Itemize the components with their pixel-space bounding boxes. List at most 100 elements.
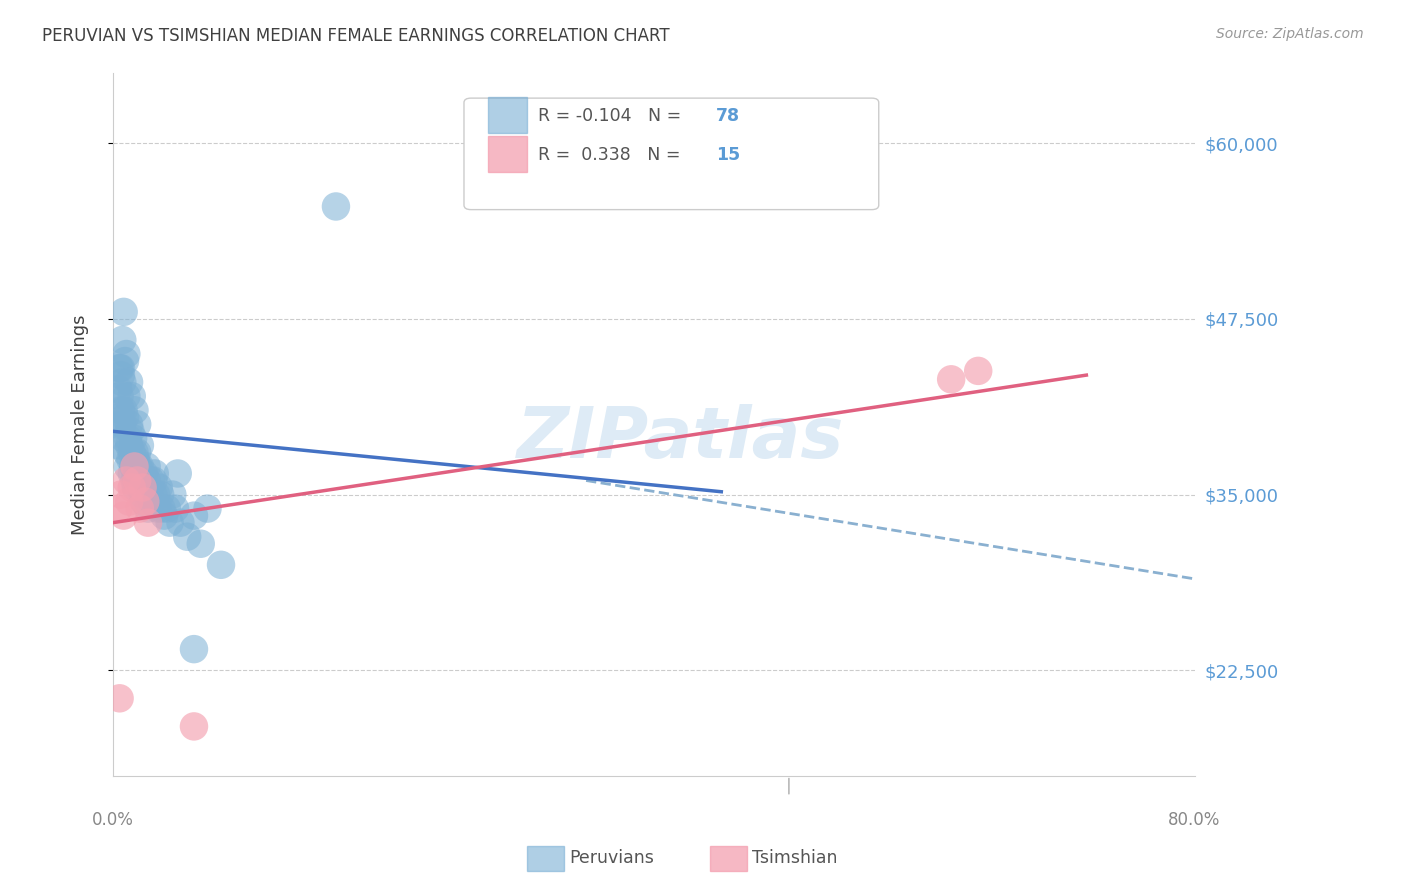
Point [129,474,152,488]
Point [150,501,173,516]
Point [134,481,156,495]
Point [112,403,135,417]
Point [159,516,181,530]
Point [138,487,160,501]
Point [149,487,172,501]
Point [121,389,143,403]
Point [127,445,149,459]
Point [139,474,162,488]
Text: Source: ZipAtlas.com: Source: ZipAtlas.com [1216,27,1364,41]
Text: 0.0%: 0.0% [91,811,134,829]
Point [135,474,157,488]
Point [136,516,159,530]
Text: Tsimshian: Tsimshian [752,849,838,867]
Point [967,364,990,378]
Point [132,494,155,508]
Point [131,487,153,501]
Point [209,558,232,572]
Y-axis label: Median Female Earnings: Median Female Earnings [72,314,89,534]
Point [124,403,146,417]
Point [107,438,129,452]
Point [110,361,132,376]
Point [108,410,131,425]
Point [141,494,163,508]
Point [146,501,169,516]
Point [112,305,135,319]
Point [128,474,150,488]
Point [153,508,176,523]
Point [127,467,149,481]
Point [115,474,138,488]
Point [105,417,128,432]
Point [121,481,143,495]
Point [115,347,138,361]
Point [128,459,150,474]
Point [134,494,156,508]
Point [183,508,205,523]
Point [118,375,141,389]
Point [117,431,139,445]
Point [120,452,142,467]
Text: PERUVIAN VS TSIMSHIAN MEDIAN FEMALE EARNINGS CORRELATION CHART: PERUVIAN VS TSIMSHIAN MEDIAN FEMALE EARN… [42,27,669,45]
Point [124,459,146,474]
Point [128,459,150,474]
Point [111,417,134,432]
Point [125,452,148,467]
Text: 15: 15 [716,146,740,164]
Point [121,467,143,481]
Point [127,417,149,432]
Point [131,481,153,495]
Point [135,459,157,474]
Point [162,487,184,501]
Point [122,459,145,474]
Point [120,425,142,439]
Point [108,389,131,403]
Point [118,494,141,508]
Point [110,368,132,383]
Point [148,481,170,495]
Point [118,417,141,432]
Point [190,537,212,551]
Point [128,481,150,495]
Point [183,719,205,733]
Point [112,431,135,445]
Point [197,501,219,516]
Point [114,410,136,425]
Point [142,474,165,488]
Point [166,467,188,481]
Point [117,459,139,474]
Point [108,361,131,376]
Point [112,508,135,523]
Point [118,438,141,452]
Text: 80.0%: 80.0% [1168,811,1220,829]
Point [165,501,187,516]
Point [145,487,167,501]
Point [111,375,134,389]
Point [941,372,963,386]
Text: Peruvians: Peruvians [569,849,654,867]
Point [114,354,136,368]
Point [132,467,155,481]
Point [124,474,146,488]
Point [110,487,132,501]
Point [169,516,191,530]
Point [125,481,148,495]
Point [143,467,166,481]
Text: R = -0.104   N =: R = -0.104 N = [538,107,688,125]
Point [110,403,132,417]
Point [115,445,138,459]
Point [107,501,129,516]
Text: R =  0.338   N =: R = 0.338 N = [538,146,686,164]
Point [156,501,179,516]
Point [115,389,138,403]
Point [111,333,134,347]
Point [122,431,145,445]
Point [128,438,150,452]
Point [127,474,149,488]
Point [124,445,146,459]
Point [176,530,198,544]
Text: 78: 78 [716,107,740,125]
Point [136,501,159,516]
Text: ZIPatlas: ZIPatlas [517,404,845,473]
Point [108,691,131,706]
